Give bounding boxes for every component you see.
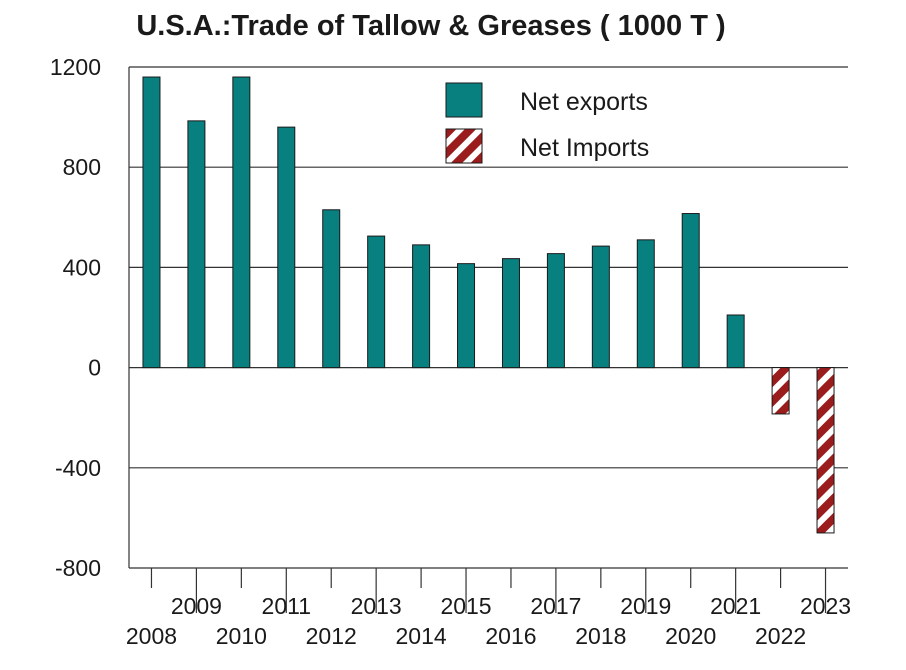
bar-net-exports: [636, 239, 655, 369]
x-tick-label: 2011: [262, 593, 311, 619]
y-tick-label: -400: [55, 455, 101, 481]
bar-net-exports: [457, 263, 476, 369]
legend-swatch-net-exports: [445, 82, 483, 118]
x-tick-label: 2016: [485, 623, 536, 649]
bar-net-exports: [367, 235, 386, 369]
x-tick-label: 2013: [351, 593, 402, 619]
x-tick-label: 2022: [755, 623, 806, 649]
y-tick-label: 400: [63, 254, 101, 280]
bar-net-exports: [726, 314, 745, 369]
legend-swatch-net-imports: [445, 128, 483, 164]
x-tick-label: 2019: [620, 593, 671, 619]
bar-net-exports: [232, 76, 251, 369]
bar-net-imports: [771, 367, 790, 415]
bar-net-exports: [501, 258, 520, 369]
bar-net-exports: [322, 209, 341, 369]
bar-net-exports: [142, 76, 161, 369]
x-tick-label: 2008: [126, 623, 177, 649]
y-tick-label: 0: [88, 355, 101, 381]
x-tick-label: 2017: [530, 593, 581, 619]
legend-label-net-exports: Net exports: [520, 88, 648, 116]
bar-net-exports: [277, 126, 296, 369]
x-tick-label: 2014: [396, 623, 447, 649]
x-tick-label: 2009: [171, 593, 222, 619]
bar-net-exports: [591, 245, 610, 369]
y-tick-label: 1200: [50, 54, 101, 80]
bar-net-exports: [681, 213, 700, 369]
x-tick-label: 2021: [710, 593, 761, 619]
bar-net-exports: [546, 253, 565, 369]
x-tick-label: 2023: [800, 593, 851, 619]
y-tick-label: 800: [63, 154, 101, 180]
x-tick-label: 2018: [575, 623, 626, 649]
y-tick-label: -800: [55, 555, 101, 581]
bar-net-exports: [412, 244, 431, 369]
x-tick-label: 2010: [216, 623, 267, 649]
x-tick-label: 2020: [665, 623, 716, 649]
chart-title: U.S.A.:Trade of Tallow & Greases ( 1000 …: [136, 10, 726, 42]
bar-net-exports: [187, 120, 206, 369]
x-tick-label: 2012: [306, 623, 357, 649]
legend-label-net-imports: Net Imports: [520, 134, 649, 162]
x-tick-label: 2015: [440, 593, 491, 619]
bar-net-imports: [816, 367, 835, 534]
